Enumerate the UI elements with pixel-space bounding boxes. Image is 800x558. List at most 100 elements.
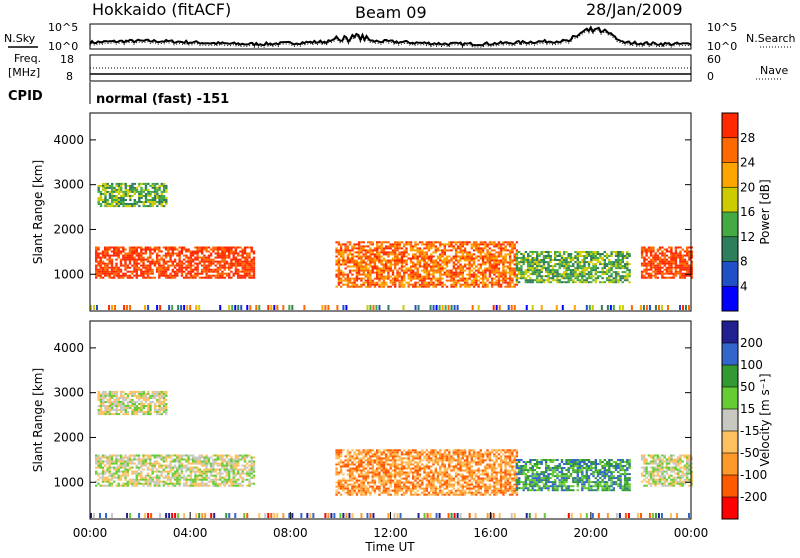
range-cell — [210, 457, 212, 459]
range-cell — [183, 483, 185, 485]
range-cell — [342, 486, 344, 488]
range-cell — [158, 485, 160, 487]
range-cell — [394, 276, 396, 278]
range-cell — [408, 278, 410, 280]
range-cell — [102, 463, 104, 465]
range-cell — [650, 251, 652, 253]
range-cell — [498, 282, 500, 284]
range-cell — [403, 278, 405, 280]
range-cell — [306, 513, 308, 518]
range-cell — [105, 513, 107, 518]
range-cell — [455, 241, 457, 243]
range-cell — [554, 279, 556, 281]
range-cell — [356, 480, 358, 482]
range-cell — [111, 277, 113, 279]
range-cell — [203, 261, 205, 263]
range-cell — [541, 277, 543, 279]
range-cell — [134, 193, 136, 195]
range-cell — [226, 465, 228, 467]
range-cell — [527, 261, 529, 263]
range-cell — [163, 275, 165, 277]
range-cell — [226, 467, 228, 469]
range-cell — [477, 243, 479, 245]
range-cell — [394, 258, 396, 260]
range-cell — [203, 263, 205, 265]
range-cell — [403, 245, 405, 247]
range-cell — [574, 269, 576, 271]
range-cell — [212, 471, 214, 473]
range-cell — [484, 253, 486, 255]
range-cell — [495, 256, 497, 258]
range-cell — [151, 481, 153, 483]
range-cell — [358, 245, 360, 247]
range-cell — [174, 465, 176, 467]
range-cell — [500, 284, 502, 286]
range-cell — [230, 265, 232, 267]
range-cell — [597, 253, 599, 255]
range-cell — [459, 268, 461, 270]
range-cell — [579, 251, 581, 253]
range-cell — [363, 470, 365, 472]
range-cell — [495, 258, 497, 260]
range-cell — [138, 275, 140, 277]
range-cell — [194, 277, 196, 279]
range-cell — [437, 268, 439, 270]
range-cell — [457, 276, 459, 278]
range-cell — [185, 455, 187, 457]
range-cell — [138, 199, 140, 201]
range-cell — [455, 274, 457, 276]
range-cell — [392, 245, 394, 247]
range-cell — [527, 281, 529, 283]
range-cell — [583, 265, 585, 267]
range-cell — [392, 253, 394, 255]
range-cell — [142, 455, 144, 457]
range-cell — [369, 486, 371, 488]
range-cell — [344, 488, 346, 490]
range-cell — [365, 280, 367, 282]
range-cell — [661, 267, 663, 269]
range-cell — [486, 270, 488, 272]
range-cell — [453, 264, 455, 266]
range-cell — [138, 475, 140, 477]
range-cell — [127, 271, 129, 273]
range-cell — [192, 481, 194, 483]
range-cell — [338, 480, 340, 482]
range-cell — [559, 279, 561, 281]
range-cell — [365, 264, 367, 266]
range-cell — [107, 185, 109, 187]
range-cell — [190, 263, 192, 265]
range-cell — [468, 253, 470, 255]
range-cell — [116, 397, 118, 399]
range-cell — [516, 249, 518, 251]
range-cell — [358, 264, 360, 266]
range-cell — [491, 260, 493, 262]
range-cell — [659, 247, 661, 249]
range-cell — [484, 274, 486, 276]
range-cell — [394, 247, 396, 249]
range-cell — [100, 273, 102, 275]
range-cell — [165, 199, 167, 201]
range-cell — [514, 243, 516, 245]
range-cell — [358, 286, 360, 288]
range-cell — [502, 280, 504, 282]
range-cell — [183, 475, 185, 477]
range-cell — [151, 249, 153, 251]
range-cell — [670, 259, 672, 261]
range-cell — [111, 191, 113, 193]
range-cell — [142, 259, 144, 261]
range-cell — [670, 277, 672, 279]
range-cell — [163, 247, 165, 249]
range-cell — [455, 284, 457, 286]
range-cell — [682, 249, 684, 251]
range-cell — [192, 461, 194, 463]
range-cell — [473, 276, 475, 278]
range-cell — [165, 257, 167, 259]
range-cell — [233, 265, 235, 267]
range-cell — [360, 286, 362, 288]
cpid-text: normal (fast) -151 — [96, 92, 229, 107]
range-cell — [147, 481, 149, 483]
range-cell — [489, 270, 491, 272]
range-cell — [351, 256, 353, 258]
range-cell — [160, 259, 162, 261]
range-cell — [604, 263, 606, 265]
